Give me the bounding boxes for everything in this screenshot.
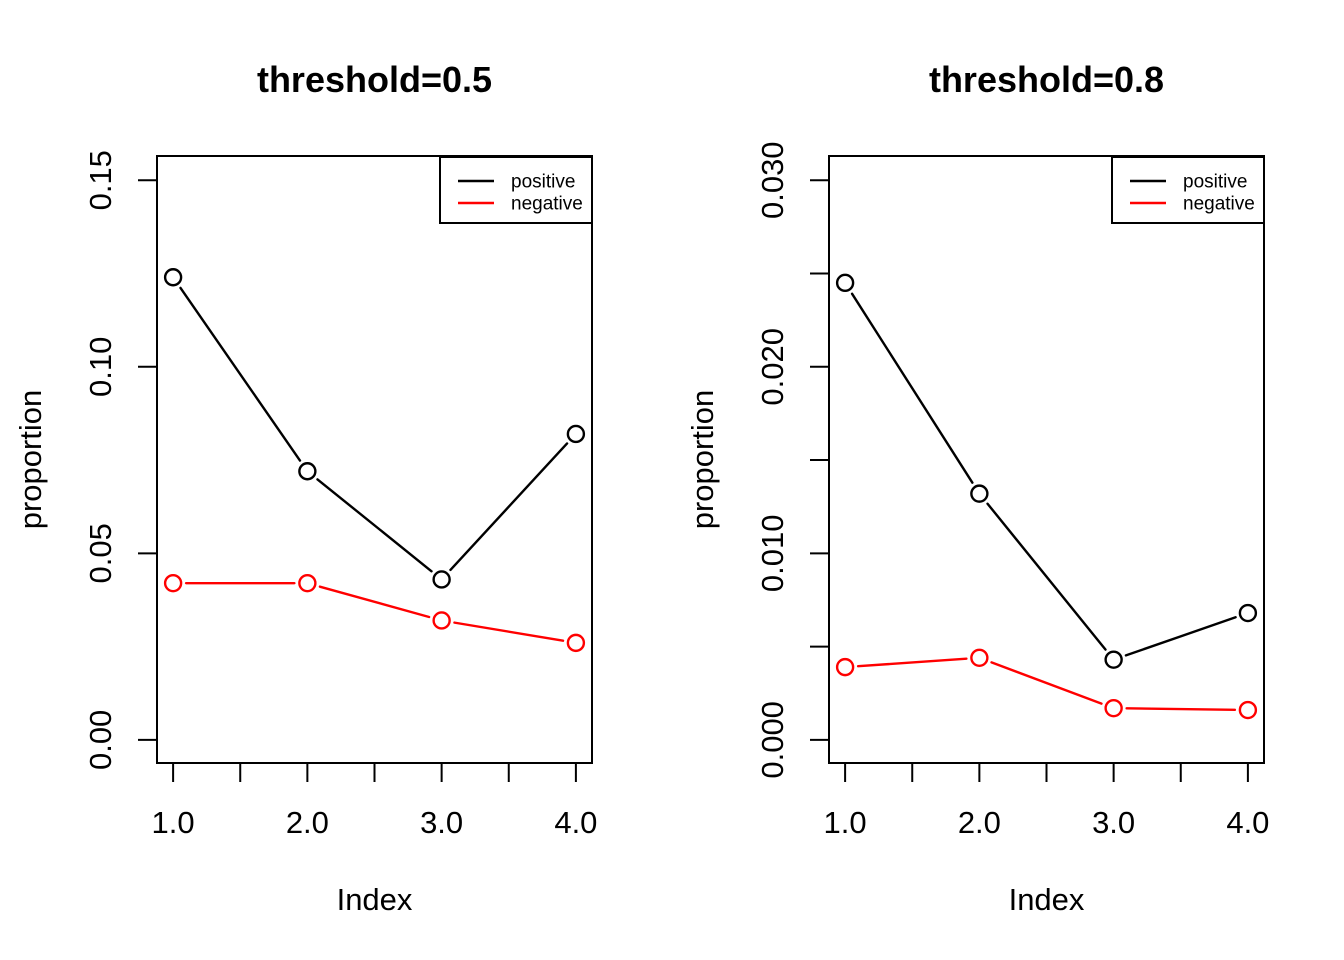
data-point-negative-3 xyxy=(432,611,451,630)
legend-label-negative: negative xyxy=(1183,194,1255,215)
data-point-positive-2 xyxy=(298,462,317,481)
legend-label-positive: positive xyxy=(1183,172,1247,193)
data-point-positive-3 xyxy=(1104,650,1123,669)
x-tick-label: 4.0 xyxy=(554,805,597,840)
series-line-negative xyxy=(856,657,968,668)
y-axis-label: proportion xyxy=(13,390,48,530)
y-tick-label: 0.010 xyxy=(755,515,790,593)
x-tick-label: 2.0 xyxy=(958,805,1001,840)
series-line-negative xyxy=(453,621,565,642)
y-tick-label: 0.020 xyxy=(755,328,790,406)
series-line-positive xyxy=(316,478,433,573)
chart-title: threshold=0.5 xyxy=(257,59,492,100)
legend-label-negative: negative xyxy=(511,194,583,215)
data-point-negative-2 xyxy=(298,573,317,593)
data-point-positive-1 xyxy=(163,268,183,287)
y-tick-label: 0.000 xyxy=(755,701,790,779)
y-axis-label: proportion xyxy=(685,390,720,530)
chart-panel-threshold-0.5: threshold=0.5 Index proportion 1.0 2.0 3.0 4.0… xyxy=(13,59,598,917)
y-tick-label: 0.05 xyxy=(83,523,118,583)
x-tick-label: 3.0 xyxy=(420,805,463,840)
data-point-negative-1 xyxy=(163,573,183,593)
data-point-positive-1 xyxy=(835,273,855,293)
legend-box xyxy=(439,156,593,224)
data-point-positive-2 xyxy=(970,484,989,503)
series-line-negative xyxy=(318,585,431,619)
legend-label-positive: positive xyxy=(511,172,575,193)
legend-box xyxy=(1111,156,1265,224)
plot-border xyxy=(828,155,1265,764)
chart-panel-threshold-0.8: threshold=0.8 Index proportion 1.0 2.0 3.0 4.0… xyxy=(685,59,1270,917)
x-tick-label: 2.0 xyxy=(286,805,329,840)
data-point-negative-2 xyxy=(970,648,989,667)
x-tick-label: 1.0 xyxy=(824,805,867,840)
data-point-positive-4 xyxy=(1238,603,1258,623)
series-line-positive xyxy=(1124,616,1237,657)
series-line-positive xyxy=(986,502,1107,651)
data-point-negative-4 xyxy=(566,633,586,653)
chart-title: threshold=0.8 xyxy=(929,59,1164,100)
series-line-negative xyxy=(1125,707,1237,712)
x-tick-label: 3.0 xyxy=(1092,805,1135,840)
series-line-positive xyxy=(850,292,974,484)
data-point-negative-3 xyxy=(1104,698,1123,718)
series-line-positive xyxy=(179,286,302,462)
data-point-negative-4 xyxy=(1238,700,1258,720)
y-tick-label: 0.030 xyxy=(755,141,790,219)
plot-border xyxy=(156,155,593,764)
y-tick-label: 0.00 xyxy=(83,710,118,770)
x-axis-label: Index xyxy=(337,882,413,917)
series-line-positive xyxy=(449,442,569,572)
x-axis-label: Index xyxy=(1009,882,1085,917)
data-point-positive-4 xyxy=(566,424,586,444)
series-line-negative xyxy=(990,661,1103,705)
data-point-positive-3 xyxy=(432,570,451,589)
x-tick-label: 1.0 xyxy=(152,805,195,840)
data-point-negative-1 xyxy=(835,657,855,677)
y-tick-label: 0.10 xyxy=(83,337,118,397)
x-tick-label: 4.0 xyxy=(1226,805,1269,840)
y-tick-label: 0.15 xyxy=(83,150,118,210)
